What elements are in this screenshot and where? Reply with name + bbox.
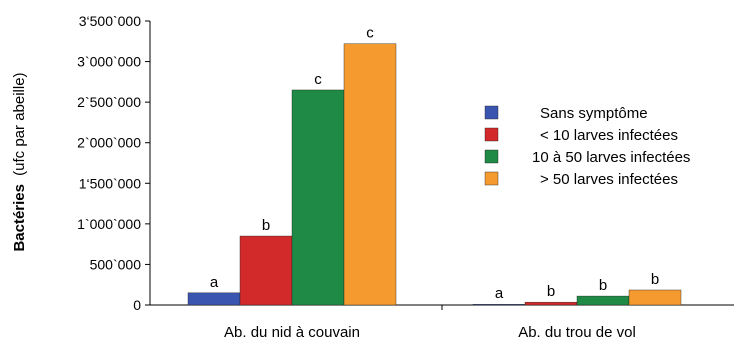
- y-axis-title: Bactéries (ufc par abeille): [11, 72, 28, 251]
- y-tick-label: 3‘500`000: [79, 13, 141, 29]
- bar-significance-label: b: [262, 217, 270, 234]
- bar-significance-label: a: [495, 285, 504, 302]
- bar-significance-label: b: [599, 277, 607, 294]
- legend: Sans symptôme < 10 larves infectées 10 à 5…: [484, 105, 690, 188]
- y-tick-label: 1‘500`000: [79, 175, 141, 191]
- y-tick-label: 1`000`000: [77, 216, 141, 232]
- bar-significance-label: a: [210, 274, 219, 291]
- legend-swatch: [484, 149, 499, 164]
- x-category-label: Ab. du trou de vol: [518, 324, 636, 341]
- y-tick-label: 3`000`000: [77, 54, 141, 70]
- legend-label: < 10 larves infectées: [540, 127, 678, 144]
- x-category-label: Ab. du nid à couvain: [224, 324, 360, 341]
- y-axis-title-bold: Bactéries: [11, 184, 28, 252]
- legend-label: > 50 larves infectées: [540, 171, 678, 188]
- legend-swatch: [484, 171, 499, 186]
- bar: [187, 292, 241, 306]
- legend-label: 10 à 50 larves infectées: [532, 149, 690, 166]
- bar: [239, 235, 293, 306]
- plot-area: 0 500`000 1`000`000 1‘500`000 2`000`000 2`500…: [77, 13, 734, 341]
- bar-significance-label: b: [651, 271, 659, 288]
- legend-label: Sans symptôme: [540, 105, 648, 122]
- bar: [576, 295, 630, 306]
- y-tick-label: 500`000: [90, 256, 142, 272]
- y-tick-label: 2`500`000: [77, 94, 141, 110]
- y-tick-label: 2`000`000: [77, 135, 141, 151]
- bar-significance-label: c: [366, 25, 374, 42]
- bar: [343, 43, 397, 306]
- bar-significance-label: b: [547, 283, 555, 300]
- y-tick-label: 0: [133, 297, 141, 313]
- y-axis-title-unit: (ufc par abeille): [11, 72, 28, 175]
- bar: [524, 301, 578, 306]
- legend-swatch: [484, 127, 499, 142]
- bar: [291, 89, 345, 306]
- bar: [472, 304, 526, 306]
- bar-significance-label: c: [314, 71, 322, 88]
- bar: [628, 289, 682, 306]
- legend-swatch: [484, 105, 499, 120]
